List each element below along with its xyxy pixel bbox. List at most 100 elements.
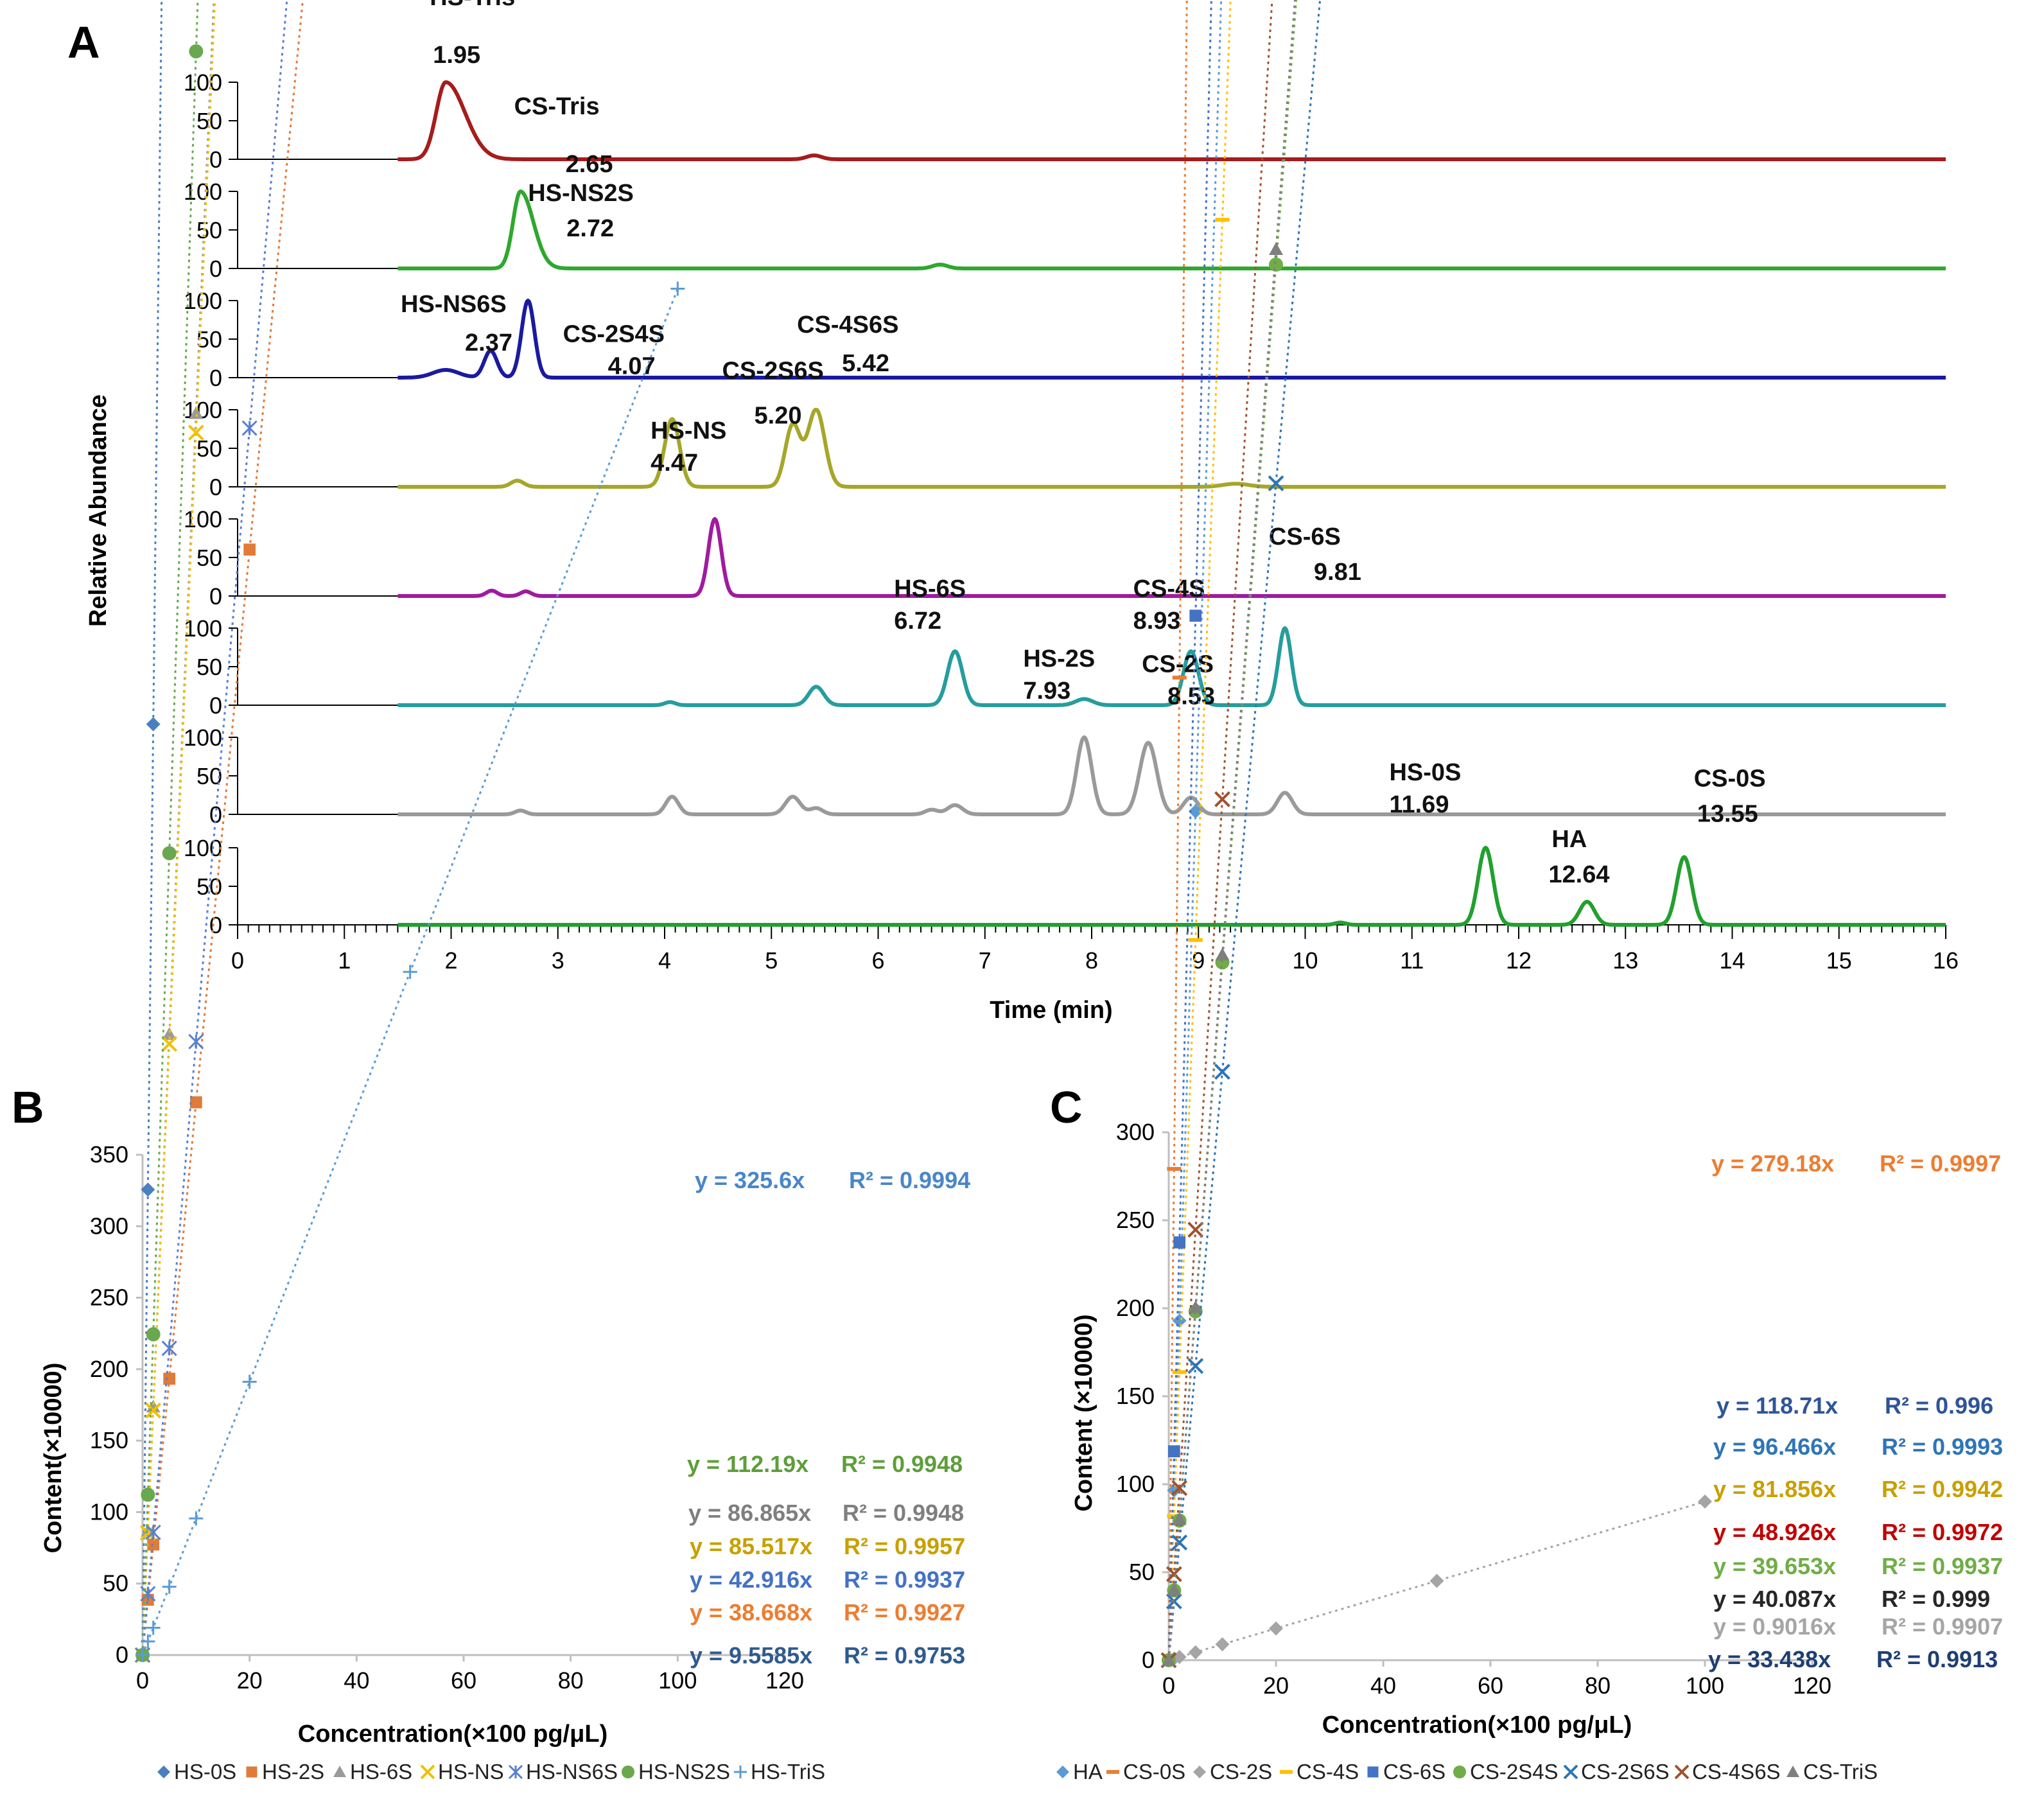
- trendline-cs-tris: [1167, 0, 1297, 1661]
- legend-marker-ha: [1056, 1766, 1069, 1778]
- r-squared-cs-6s: R² = 0.996: [1885, 1392, 1993, 1419]
- data-point-hs-ns6s: [161, 1340, 177, 1356]
- y-tick-label: 100: [184, 397, 222, 423]
- trendline-hs-0s: [141, 0, 163, 1656]
- x-tick-label: 7: [979, 947, 991, 974]
- peak-rt-label: 4.47: [651, 450, 698, 477]
- trendline-hs-ns: [141, 0, 216, 1656]
- data-point-hs-tris: [162, 1579, 177, 1594]
- y-tick-label: 250: [90, 1284, 128, 1311]
- x-tick-label: 13: [1612, 947, 1638, 974]
- y-tick-label: 200: [90, 1356, 128, 1382]
- equation-cs-4s: y = 81.856x: [1713, 1476, 1836, 1502]
- peak-name-label: CS-4S: [1133, 575, 1205, 602]
- y-tick-label: 250: [1116, 1207, 1155, 1233]
- peak-rt-label: 1.95: [433, 42, 480, 69]
- legend-label-hs-tris: HS-TriS: [751, 1760, 825, 1784]
- data-point-hs-ns: [145, 1402, 162, 1419]
- data-point-hs-2s: [163, 1372, 176, 1385]
- peak-rt-label: 7.93: [1023, 678, 1070, 705]
- x-tick-label: 40: [344, 1667, 369, 1694]
- equation-hs-ns: y = 85.517x: [690, 1533, 812, 1559]
- y-axis-title-b: Content(×10000): [40, 1363, 67, 1554]
- data-point-hs-2s: [189, 1096, 202, 1109]
- x-tick-label: 0: [136, 1667, 149, 1694]
- y-tick-label: 100: [184, 835, 222, 861]
- x-tick-label: 16: [1933, 947, 1959, 974]
- y-tick-label: 50: [197, 435, 222, 462]
- x-tick-label: 11: [1400, 947, 1424, 974]
- r-squared-ha: R² = 0.9993: [1882, 1433, 2003, 1460]
- data-point-cs-4s: [1215, 218, 1230, 222]
- y-tick-label: 100: [184, 615, 222, 642]
- data-point-cs-0s: [1172, 676, 1187, 680]
- r-squared-hs-ns: R² = 0.9957: [844, 1533, 965, 1559]
- y-tick-label: 100: [184, 179, 222, 205]
- panel-label-b: B: [12, 1082, 44, 1132]
- trendline-cs-2s6s: [1167, 0, 1322, 1661]
- y-tick-label: 300: [90, 1213, 128, 1239]
- r-squared-cs-tris: R² = 0.999: [1882, 1586, 1990, 1612]
- y-tick-label: 0: [209, 256, 222, 282]
- legend-label-hs-6s: HS-6S: [350, 1760, 412, 1784]
- x-tick-label: 3: [552, 947, 564, 974]
- legend-label-cs-6s: CS-6S: [1383, 1760, 1446, 1784]
- data-point-hs-tris: [135, 1648, 150, 1662]
- data-point-hs-ns6s: [188, 1033, 204, 1049]
- peak-rt-label: 8.93: [1133, 608, 1181, 635]
- peak-name-label: CS-2S: [1142, 651, 1214, 678]
- data-point-cs-tris: [1269, 242, 1283, 256]
- data-point-hs-tris: [670, 281, 685, 296]
- peak-name-label: CS-Tris: [514, 93, 600, 120]
- panel-label-a: A: [67, 17, 100, 67]
- x-tick-label: 5: [765, 947, 778, 974]
- y-tick-label: 150: [90, 1427, 128, 1453]
- data-point-cs-6s: [1173, 1236, 1186, 1249]
- y-tick-label: 50: [197, 654, 222, 680]
- data-point-cs-2s: [1698, 1494, 1712, 1509]
- legend-cs: HA CS-0S CS-2S CS-4S CS-6S CS-2S4S CS-2S6S CS-4…: [1056, 1760, 1878, 1784]
- equation-cs-tris: y = 40.087x: [1713, 1586, 1836, 1612]
- data-point-cs-6s: [1168, 1445, 1180, 1458]
- x-tick-label: 2: [444, 947, 457, 974]
- x-tick-label: 40: [1370, 1672, 1396, 1699]
- data-point-cs-2s6s: [1214, 1064, 1230, 1080]
- x-tick-label: 80: [558, 1667, 584, 1694]
- legend-label-hs-ns2s: HS-NS2S: [638, 1760, 730, 1784]
- data-point-hs-ns2s: [189, 44, 204, 58]
- data-point-hs-2s: [243, 543, 256, 556]
- data-point-hs-ns2s: [146, 1327, 161, 1342]
- legend-marker-cs-4s: [1280, 1770, 1293, 1774]
- peak-name-label: HS-NS: [651, 417, 726, 444]
- peak-rt-label: 5.42: [842, 350, 889, 377]
- peak-name-label: CS-2S6S: [722, 357, 824, 384]
- peak-rt-label: 13.55: [1697, 800, 1758, 827]
- data-point-cs-tris: [1215, 947, 1230, 961]
- trace-cs-2s4s-cs-2s6s-cs-4s6s: [397, 408, 1947, 489]
- legend-marker-hs-ns: [420, 1764, 435, 1780]
- x-tick-label: 6: [871, 947, 884, 974]
- equation-cs-4s6s: y = 48.926x: [1713, 1519, 1836, 1545]
- data-point-cs-4s6s: [1166, 1566, 1182, 1582]
- data-point-cs-tris: [1162, 1653, 1176, 1666]
- data-point-ha: [1172, 1313, 1187, 1328]
- y-tick-label: 50: [197, 545, 222, 571]
- trendline-cs-4s6s: [1167, 0, 1273, 1661]
- x-tick-label: 4: [658, 947, 671, 974]
- trendline-hs-ns6s: [141, 0, 288, 1656]
- legend-label-cs-0s: CS-0S: [1123, 1760, 1185, 1784]
- trace-hs-tris: [397, 80, 1947, 161]
- peak-name-label: HS-NS2S: [528, 180, 634, 207]
- calibration-plot-cs: 0 50 100 150 200 250 300 0 20 40 60 80 100 120 y = 279…: [1116, 0, 2003, 1699]
- equation-hs-2s: y = 38.668x: [690, 1599, 812, 1626]
- data-point-cs-6s: [1189, 609, 1202, 622]
- legend-marker-hs-6s: [333, 1766, 346, 1777]
- data-point-cs-4s: [1172, 1370, 1187, 1374]
- peak-name-label: CS-6S: [1269, 523, 1341, 550]
- data-point-cs-tris: [1188, 1300, 1203, 1313]
- equation-cs-2s4s: y = 39.653x: [1713, 1553, 1836, 1579]
- x-tick-label: 12: [1506, 947, 1532, 974]
- data-point-cs-tris: [1167, 1582, 1182, 1595]
